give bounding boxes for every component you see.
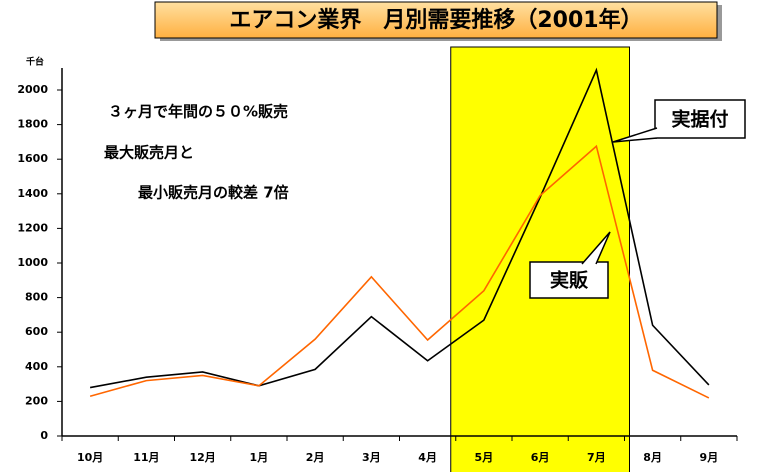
y-tick-label: 1600 [17,152,48,165]
highlight-rect [450,46,630,472]
x-tick-label: 6月 [531,451,550,464]
title-box [154,1,718,39]
annotation: 最大販売月と [104,144,194,162]
x-tick-label: 10月 [77,451,103,464]
legend-pointer [581,231,611,265]
x-tick-label: 4月 [418,451,437,464]
series-line [89,67,710,389]
legend-box [654,99,746,139]
y-tick-label: 2000 [17,83,48,96]
x-tick-label: 5月 [475,451,494,464]
x-tick-label: 2月 [306,451,325,464]
chart-title: エアコン業界 月別需要推移（2001年） [229,7,642,33]
y-tick-label: 200 [25,394,48,407]
legend-box [529,261,609,299]
y-unit-label: 千台 [26,56,44,68]
series-line [89,144,710,399]
y-tick-label: 400 [25,360,48,373]
annotation: ３ヶ月で年間の５０%販売 [108,103,288,121]
x-tick-label: 11月 [133,451,159,464]
x-tick-label: 12月 [189,451,215,464]
y-tick-label: 1400 [17,187,48,200]
legend-label: 実据付 [671,108,728,131]
x-tick-label: 7月 [587,451,606,464]
x-tick-label: 8月 [643,451,662,464]
y-tick-label: 1800 [17,118,48,131]
x-tick-label: 9月 [700,451,719,464]
highlight-band [450,46,630,472]
y-tick-label: 0 [40,429,48,442]
x-tick-label: 1月 [250,451,269,464]
annotation: 最小販売月の較差 7倍 [138,184,289,202]
y-tick-label: 1000 [17,256,48,269]
legend-label: 実販 [550,269,589,292]
y-tick-label: 1200 [17,221,48,234]
y-tick-label: 600 [25,325,48,338]
y-tick-label: 800 [25,291,48,304]
x-tick-label: 3月 [362,451,381,464]
legend-pointer [612,127,658,143]
